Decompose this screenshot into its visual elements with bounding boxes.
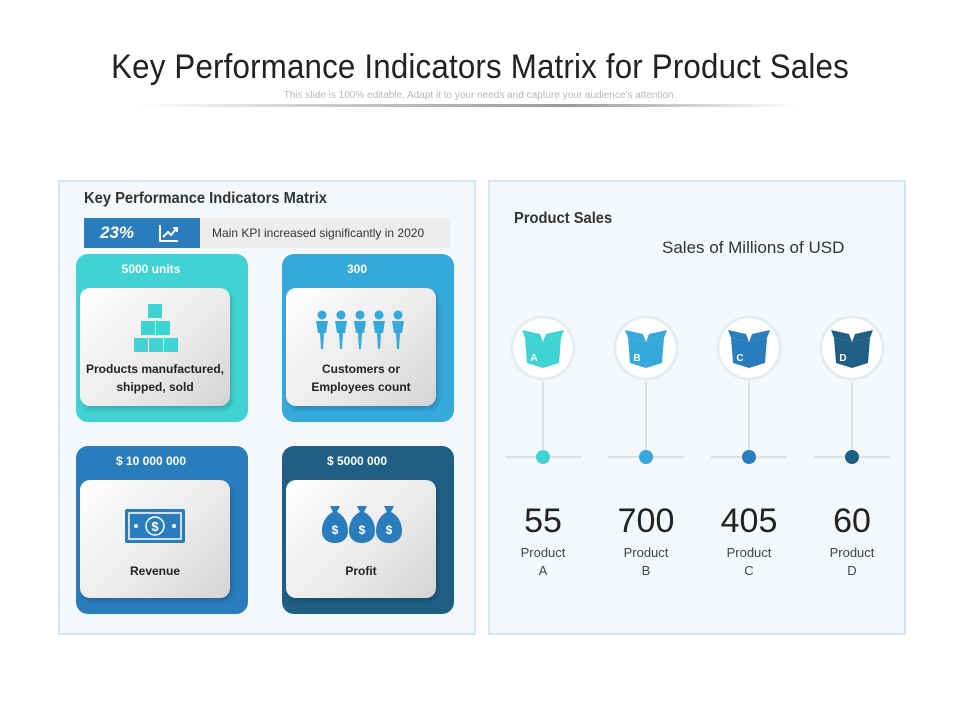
kpi-badge: 23% [84, 218, 200, 248]
product-label: Product D [829, 545, 875, 578]
kpi-description: Main KPI increased significantly in 2020 [212, 226, 425, 240]
title-divider [138, 104, 798, 107]
kpi-card-label: Profit [345, 564, 377, 578]
product-sales-value: 700 [617, 502, 675, 540]
kpi-card-customers: 300 Customers or Employees count [282, 254, 454, 422]
svg-text:$: $ [386, 523, 393, 537]
timeline-dot [536, 450, 550, 464]
product-badge-letter: C [736, 353, 743, 364]
product-label: Product C [726, 545, 772, 578]
product-sales-value: 60 [833, 502, 871, 540]
timeline-dot [639, 450, 653, 464]
kpi-card-label: Revenue [129, 564, 181, 578]
kpi-card-value: 300 [346, 262, 368, 276]
product-badge-letter: B [633, 353, 640, 364]
kpi-card-label: Customers or Employees count [311, 362, 411, 394]
kpi-matrix-title: Key Performance Indicators Matrix [84, 190, 327, 207]
open-box-icon [831, 330, 873, 368]
page-subtitle: This slide is 100% editable. Adapt it to… [283, 90, 677, 101]
open-box-icon [728, 330, 770, 368]
product-sales-value: 405 [720, 502, 778, 540]
product-sales-value: 55 [524, 502, 562, 540]
kpi-card-body: $ Revenue [80, 480, 230, 598]
kpi-summary-bar: 23% Main KPI increased significantly in … [84, 218, 450, 248]
money-bags-icon: $ $ $ [322, 506, 402, 543]
svg-text:$: $ [151, 519, 159, 534]
product-sales-panel: Product Sales Sales of Millions of USD A… [488, 180, 906, 635]
product-badge-letter: A [530, 353, 537, 364]
kpi-card-value: 5000 units [121, 262, 181, 276]
kpi-percent: 23% [100, 223, 135, 242]
svg-text:$: $ [332, 523, 339, 537]
product-sales-chart: A B C D [505, 315, 890, 464]
product-badge-letter: D [839, 353, 846, 364]
kpi-card-body: Products manufactured, shipped, sold [80, 288, 230, 406]
product-sales-subtitle: Sales of Millions of USD [662, 238, 845, 257]
boxes-stack-icon [134, 304, 178, 352]
kpi-card-body: Customers or Employees count [286, 288, 436, 406]
timeline-dot [742, 450, 756, 464]
kpi-card-revenue: $ 10 000 000 $ Revenue [76, 446, 248, 614]
page-title: Key Performance Indicators Matrix for Pr… [111, 48, 849, 86]
product-sales-title: Product Sales [514, 210, 613, 227]
kpi-card-value: $ 5000 000 [326, 454, 388, 468]
kpi-card-label: Products manufactured, shipped, sold [85, 362, 225, 394]
people-group-icon [316, 310, 404, 349]
open-box-icon [522, 330, 564, 368]
trend-up-icon [159, 225, 178, 242]
open-box-icon [625, 330, 667, 368]
kpi-card-body: $ $ $ Profit [286, 480, 436, 598]
kpi-matrix-panel: Key Performance Indicators Matrix 23% Ma… [58, 180, 476, 635]
product-label: Product B [623, 545, 669, 578]
kpi-card-profit: $ 5000 000 $ $ $ Profit [282, 446, 454, 614]
timeline-dot [845, 450, 859, 464]
product-label: Product A [520, 545, 566, 578]
banknote-icon: $ [125, 509, 185, 543]
svg-text:$: $ [359, 523, 366, 537]
kpi-card-products: 5000 units Products manufactured, shipped… [76, 254, 248, 422]
kpi-card-value: $ 10 000 000 [115, 454, 187, 468]
